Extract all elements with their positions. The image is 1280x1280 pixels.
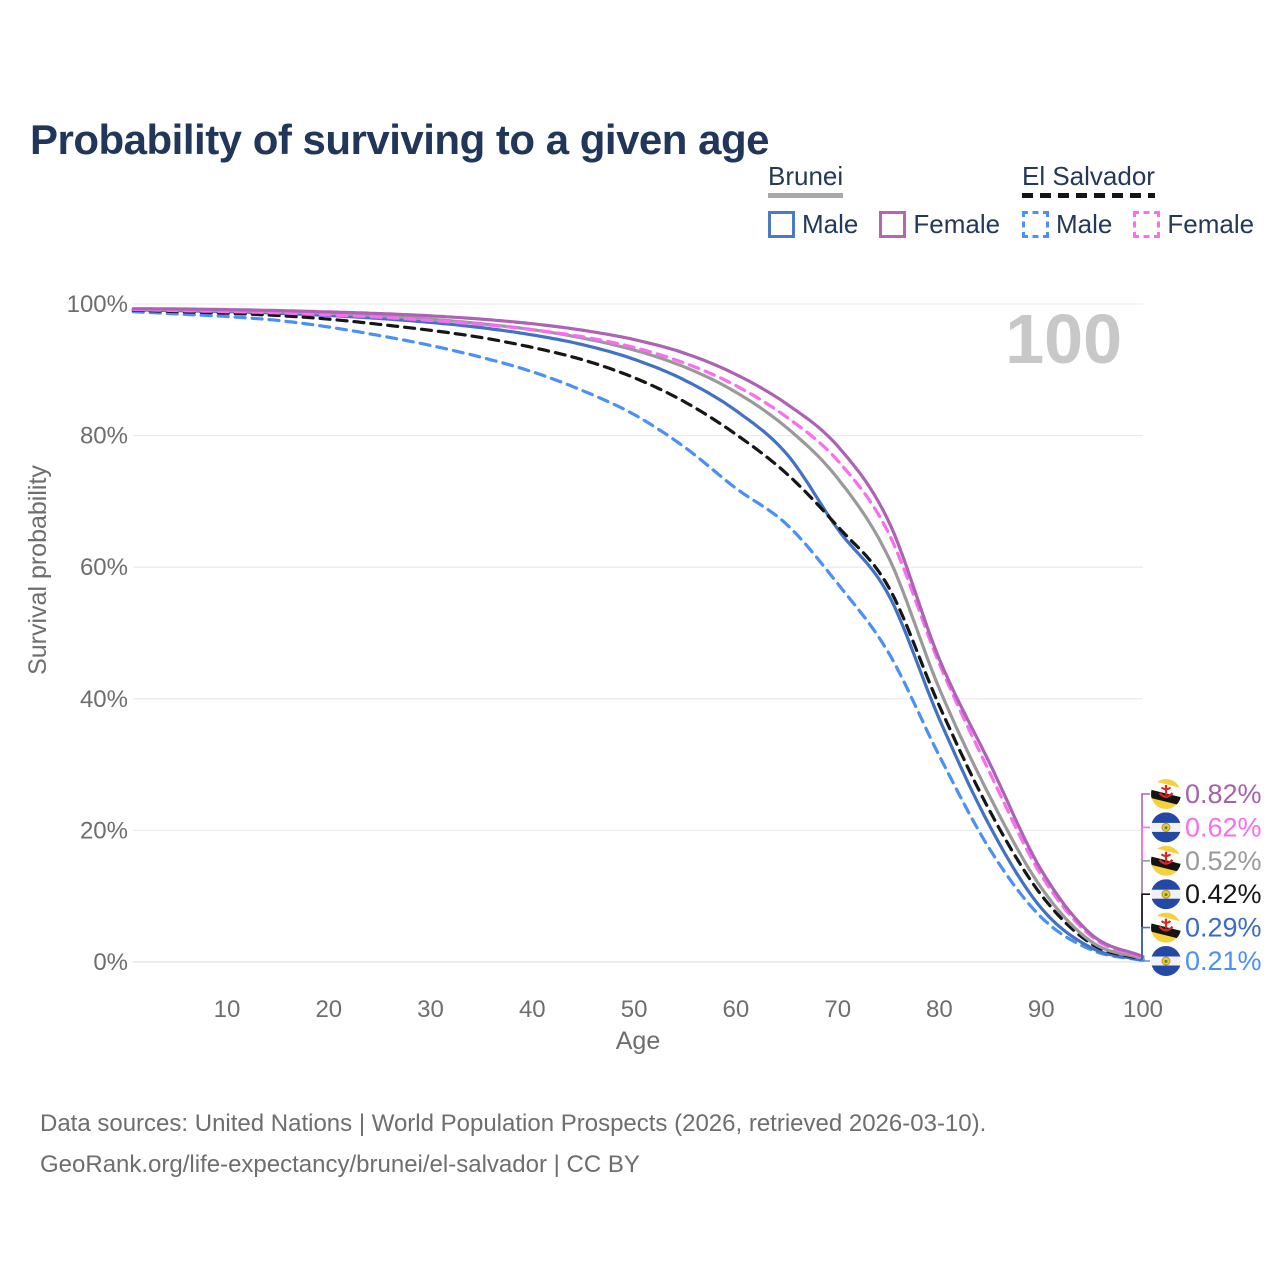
end-connector-el-salvador-female xyxy=(1141,826,1150,959)
brunei-flag-icon xyxy=(1151,845,1181,876)
y-tick-label: 100% xyxy=(67,291,128,318)
legend-group-elsalvador: El Salvador Male Female xyxy=(1022,161,1254,240)
legend-header-elsalvador: El Salvador xyxy=(1022,161,1155,191)
elsalvador-male-swatch xyxy=(1022,211,1049,238)
legend-item-elsalvador-male[interactable]: Male xyxy=(1022,209,1112,240)
legend-item-label: Male xyxy=(802,209,859,239)
end-connector-brunei-female xyxy=(1141,793,1150,958)
x-tick-label: 70 xyxy=(824,996,851,1023)
y-tick-label: 80% xyxy=(80,423,128,450)
legend-item-label: Female xyxy=(1167,209,1255,239)
x-tick-label: 40 xyxy=(519,996,546,1023)
curve-brunei-total xyxy=(131,307,1145,961)
end-connector-el-salvador-total xyxy=(1141,893,1150,960)
x-tick-label: 20 xyxy=(315,996,342,1023)
x-tick-label: 10 xyxy=(214,996,241,1023)
legend-item-brunei-male[interactable]: Male xyxy=(768,209,858,240)
curve-el-salvador-female xyxy=(131,307,1145,960)
elsalvador-line-style-swatch xyxy=(1022,193,1155,198)
x-tick-label: 30 xyxy=(417,996,444,1023)
y-tick-label: 20% xyxy=(80,817,128,844)
legend-item-label: Male xyxy=(1056,209,1113,239)
y-tick-label: 0% xyxy=(93,949,128,976)
y-tick-label: 40% xyxy=(80,686,128,713)
footer-url-line: GeoRank.org/life-expectancy/brunei/el-sa… xyxy=(40,1151,640,1178)
brunei-male-swatch xyxy=(768,211,795,238)
end-label-el-salvador-female: 0.62% xyxy=(1185,812,1262,842)
legend-item-label: Female xyxy=(913,209,1001,239)
end-label-brunei-female: 0.82% xyxy=(1185,779,1262,809)
brunei-line-style-swatch xyxy=(768,193,844,198)
x-tick-label: 90 xyxy=(1028,996,1055,1023)
brunei-flag-icon xyxy=(1151,779,1181,809)
y-axis-title: Survival probability xyxy=(24,465,52,675)
el-salvador-flag-icon xyxy=(1151,812,1181,843)
footer-source-line: Data sources: United Nations | World Pop… xyxy=(40,1110,987,1137)
age-watermark: 100 xyxy=(1005,300,1122,378)
end-label-brunei-total: 0.52% xyxy=(1185,846,1262,876)
legend-header-brunei: Brunei xyxy=(768,161,844,191)
x-tick-label: 60 xyxy=(723,996,750,1023)
end-connector-brunei-total xyxy=(1141,860,1150,960)
end-label-el-salvador-male: 0.21% xyxy=(1185,946,1262,976)
page-title: Probability of surviving to a given age xyxy=(30,116,769,164)
x-tick-label: 80 xyxy=(926,996,953,1023)
el-salvador-flag-icon xyxy=(1151,879,1181,910)
x-tick-label: 50 xyxy=(621,996,648,1023)
curve-el-salvador-male xyxy=(131,310,1145,963)
elsalvador-female-swatch xyxy=(1133,211,1161,238)
x-axis-title: Age xyxy=(616,1027,660,1055)
legend-item-brunei-female[interactable]: Female xyxy=(879,209,1000,240)
legend-group-brunei: Brunei Male Female xyxy=(768,161,1000,240)
brunei-female-swatch xyxy=(879,211,907,238)
curve-el-salvador-total xyxy=(131,308,1145,961)
legend-item-elsalvador-female[interactable]: Female xyxy=(1133,209,1254,240)
end-label-el-salvador-total: 0.42% xyxy=(1185,879,1262,909)
x-tick-label: 100 xyxy=(1123,996,1163,1023)
end-label-brunei-male: 0.29% xyxy=(1185,913,1262,943)
curve-brunei-male xyxy=(131,308,1145,962)
brunei-flag-icon xyxy=(1151,912,1181,943)
curve-brunei-female xyxy=(131,307,1145,959)
el-salvador-flag-icon xyxy=(1151,946,1181,976)
y-tick-label: 60% xyxy=(80,554,128,581)
